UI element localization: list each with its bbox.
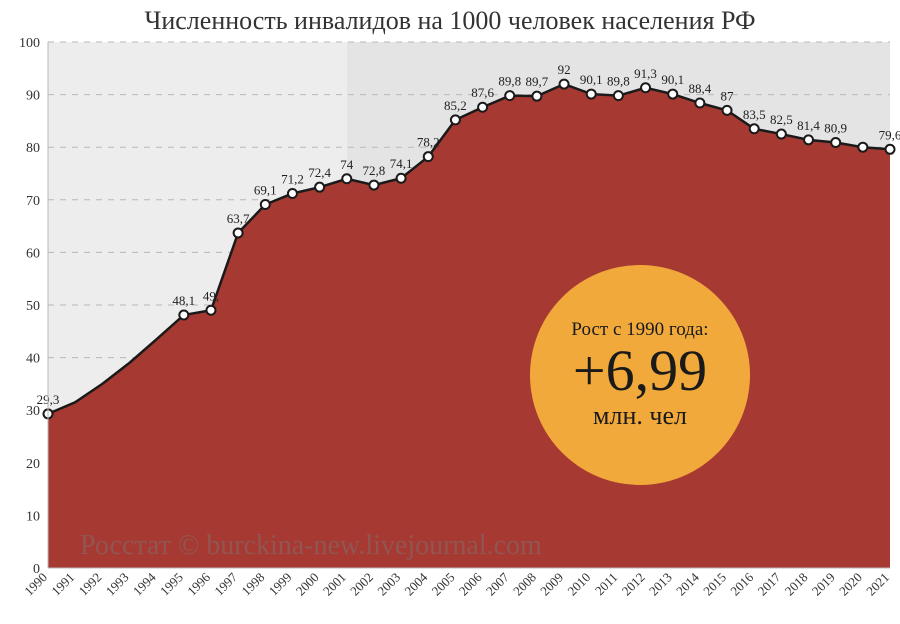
svg-text:1990: 1990 <box>21 570 50 599</box>
svg-text:2008: 2008 <box>510 570 539 599</box>
svg-text:92: 92 <box>558 62 571 77</box>
svg-text:87: 87 <box>721 88 735 103</box>
svg-text:91,3: 91,3 <box>634 66 657 81</box>
svg-text:74: 74 <box>340 157 354 172</box>
svg-text:90,1: 90,1 <box>661 72 684 87</box>
svg-text:60: 60 <box>26 246 40 261</box>
svg-text:2019: 2019 <box>809 570 838 599</box>
svg-text:2018: 2018 <box>782 570 811 599</box>
svg-text:2003: 2003 <box>374 570 403 599</box>
svg-text:80,9: 80,9 <box>824 120 847 135</box>
svg-text:1992: 1992 <box>75 570 104 599</box>
badge-value: +6,99 <box>573 341 707 402</box>
svg-text:90: 90 <box>26 89 40 104</box>
svg-text:2000: 2000 <box>293 570 322 599</box>
svg-text:69,1: 69,1 <box>254 183 277 198</box>
svg-text:2012: 2012 <box>619 570 648 599</box>
svg-text:78,2: 78,2 <box>417 135 440 150</box>
svg-text:20: 20 <box>26 457 40 472</box>
svg-text:2005: 2005 <box>429 570 458 599</box>
svg-text:2020: 2020 <box>836 570 865 599</box>
svg-text:88,4: 88,4 <box>688 81 711 96</box>
svg-text:2017: 2017 <box>754 569 783 598</box>
badge-unit: млн. чел <box>593 401 687 431</box>
svg-text:72,8: 72,8 <box>363 163 386 178</box>
svg-text:79,6: 79,6 <box>879 127 900 142</box>
svg-text:80: 80 <box>26 141 40 156</box>
svg-text:2009: 2009 <box>537 570 566 599</box>
svg-text:85,2: 85,2 <box>444 98 467 113</box>
svg-text:2011: 2011 <box>592 570 621 599</box>
svg-text:2014: 2014 <box>673 569 702 598</box>
svg-text:49,: 49, <box>203 288 219 303</box>
svg-text:72,4: 72,4 <box>308 165 331 180</box>
svg-text:89,8: 89,8 <box>498 74 521 89</box>
growth-badge: Рост с 1990 года: +6,99 млн. чел <box>530 265 750 485</box>
svg-text:70: 70 <box>26 194 40 209</box>
svg-text:2002: 2002 <box>347 570 376 599</box>
svg-text:2016: 2016 <box>727 569 756 598</box>
svg-text:89,8: 89,8 <box>607 74 630 89</box>
svg-text:1997: 1997 <box>211 569 240 598</box>
svg-text:2006: 2006 <box>456 569 485 598</box>
svg-text:89,7: 89,7 <box>526 74 549 89</box>
svg-text:1995: 1995 <box>157 570 186 599</box>
svg-text:2001: 2001 <box>320 570 349 599</box>
svg-text:90,1: 90,1 <box>580 72 603 87</box>
svg-text:1996: 1996 <box>184 569 213 598</box>
watermark: Росстат © burckina-new.livejournal.com <box>80 530 542 562</box>
svg-text:1999: 1999 <box>266 570 295 599</box>
svg-text:63,7: 63,7 <box>227 211 250 226</box>
svg-text:2007: 2007 <box>483 569 512 598</box>
svg-text:74,1: 74,1 <box>390 156 413 171</box>
svg-text:2004: 2004 <box>401 569 430 598</box>
svg-text:1991: 1991 <box>48 570 77 599</box>
svg-text:82,5: 82,5 <box>770 112 793 127</box>
svg-text:71,2: 71,2 <box>281 171 304 186</box>
svg-text:2021: 2021 <box>863 570 892 599</box>
svg-text:81,4: 81,4 <box>797 118 820 133</box>
svg-text:40: 40 <box>26 352 40 367</box>
chart-container: Численность инвалидов на 1000 человек на… <box>0 0 900 624</box>
svg-text:2013: 2013 <box>646 570 675 599</box>
svg-text:1998: 1998 <box>238 570 267 599</box>
svg-text:10: 10 <box>26 509 40 524</box>
svg-text:50: 50 <box>26 299 40 314</box>
svg-text:83,5: 83,5 <box>743 107 766 122</box>
svg-text:1993: 1993 <box>103 570 132 599</box>
svg-text:1994: 1994 <box>130 569 159 598</box>
svg-text:2010: 2010 <box>564 570 593 599</box>
svg-text:48,1: 48,1 <box>172 293 195 308</box>
svg-text:2015: 2015 <box>700 570 729 599</box>
svg-text:100: 100 <box>19 36 40 51</box>
svg-text:87,6: 87,6 <box>471 85 494 100</box>
